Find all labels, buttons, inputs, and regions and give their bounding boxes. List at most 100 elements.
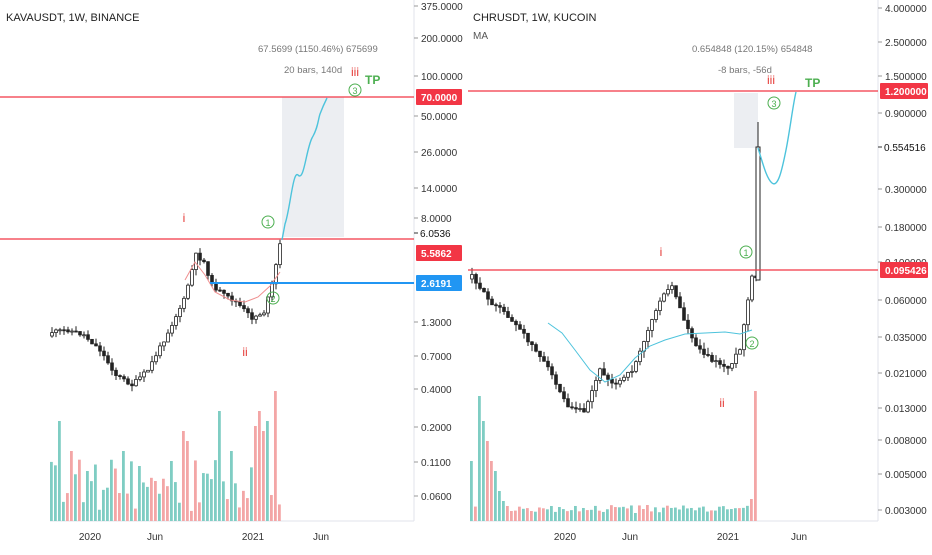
volume-bar: [138, 466, 141, 521]
candle-body: [142, 371, 146, 378]
candle-body: [602, 368, 606, 376]
candle-body: [262, 312, 266, 316]
price-label: 0.554516: [884, 143, 926, 154]
volume-bar: [642, 509, 645, 521]
volume-bar: [82, 502, 85, 521]
volume-bar: [126, 493, 129, 521]
candle-body: [710, 354, 714, 362]
candle-body: [130, 383, 134, 387]
kava-chart-pane[interactable]: KAVAUSDT, 1W, BINANCE 67.5699 (1150.46%)…: [0, 0, 463, 543]
volume-bar: [94, 464, 97, 521]
volume-bar: [162, 478, 165, 521]
volume-bar: [702, 506, 705, 521]
volume-bar: [618, 507, 621, 521]
candle-body: [570, 406, 574, 409]
volume-bar: [470, 461, 473, 521]
y-tick-label: 26.0000: [421, 148, 458, 159]
price-label-box: [416, 245, 462, 261]
volume-bar: [206, 473, 209, 521]
candle-body: [698, 345, 702, 350]
price-label: 6.0536: [420, 229, 451, 240]
candle-body: [590, 390, 594, 403]
volume-bar: [50, 461, 53, 521]
candle-body: [550, 366, 554, 376]
volume-bar: [606, 509, 609, 521]
candle-body: [630, 370, 634, 373]
volume-bar: [254, 426, 257, 521]
price-label-box: [880, 262, 928, 278]
candle-body: [606, 374, 610, 380]
volume-bar: [166, 486, 169, 521]
target-label: TP: [805, 76, 820, 90]
volume-bar: [622, 506, 625, 521]
y-tick-label: 8.0000: [421, 214, 452, 225]
volume-bar: [510, 511, 513, 521]
wave-count-circle: [261, 215, 275, 229]
candle-body: [238, 301, 242, 306]
wave-degree-label: iii: [351, 65, 359, 79]
x-tick-label: 2020: [554, 532, 577, 543]
candle-body: [674, 285, 678, 298]
volume-bar: [714, 510, 717, 521]
candle-body: [126, 378, 130, 385]
candle-body: [78, 331, 82, 336]
candle-body: [638, 350, 642, 363]
wave-degree-label: i: [660, 245, 663, 259]
volume-bar: [230, 451, 233, 521]
candle-body: [610, 378, 614, 384]
volume-bar: [590, 509, 593, 521]
candle-body: [482, 287, 486, 293]
candle-body: [654, 310, 658, 320]
volume-bar: [222, 481, 225, 521]
candle-body: [246, 308, 250, 314]
y-tick-label: 0.035000: [885, 333, 927, 344]
y-tick-label: 2.500000: [885, 38, 927, 49]
kava-measure-line1: 67.5699 (1150.46%) 675699: [258, 44, 378, 55]
chr-measure-line2: -8 bars, -56d: [718, 65, 772, 76]
chr-chart-pane[interactable]: CHRUSDT, 1W, KUCOIN MA 0.654848 (120.15%…: [468, 0, 928, 543]
candle-body: [534, 344, 538, 352]
wave-count-label: 2: [270, 294, 275, 304]
candle-body: [150, 361, 154, 371]
y-tick-label: 14.0000: [421, 184, 458, 195]
price-label: 2.6191: [421, 279, 452, 290]
y-tick-label: 0.003000: [885, 506, 927, 517]
candle-body: [258, 314, 262, 317]
volume-bar: [518, 506, 521, 521]
candle-body: [682, 307, 686, 321]
candle-body: [498, 305, 502, 308]
volume-bar: [506, 506, 509, 521]
volume-bar: [554, 511, 557, 521]
candle-body: [626, 371, 630, 378]
candle-body: [490, 298, 494, 306]
candle-body: [634, 361, 638, 372]
volume-bar: [246, 498, 249, 521]
candle-body: [190, 269, 194, 286]
candle-body: [578, 408, 582, 410]
wave-count-label: 1: [743, 248, 748, 258]
volume-bar: [682, 505, 685, 521]
volume-bar: [250, 467, 253, 521]
candle-body: [470, 274, 474, 280]
candle-body: [210, 275, 214, 284]
candle-body: [54, 329, 58, 333]
candle-body: [586, 401, 590, 413]
x-tick-label: 2021: [717, 532, 740, 543]
candle-body: [706, 354, 710, 356]
volume-bar: [530, 510, 533, 521]
volume-bar: [102, 489, 105, 521]
wave-count-circle: [745, 336, 759, 350]
candle-body: [514, 320, 518, 326]
volume-bar: [154, 481, 157, 521]
candle-body: [486, 291, 490, 300]
candle-body: [106, 355, 110, 364]
y-tick-label: 0.180000: [885, 223, 927, 234]
candle-body: [162, 341, 166, 347]
projection-path: [281, 97, 328, 241]
price-label-box: [880, 83, 928, 99]
volume-bar: [270, 495, 273, 521]
price-label: 5.5862: [421, 249, 452, 260]
y-tick-label: 1.500000: [885, 72, 927, 83]
moving-average-line: [547, 322, 753, 383]
volume-bar: [186, 441, 189, 521]
